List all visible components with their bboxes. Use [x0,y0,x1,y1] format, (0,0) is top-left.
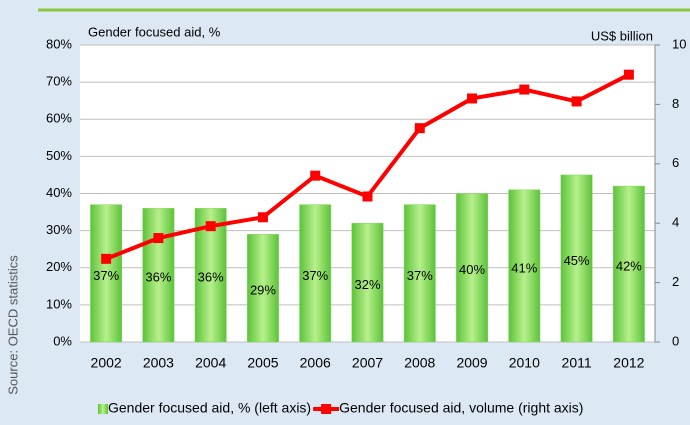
marker [414,123,425,134]
data-label: 45% [564,253,590,268]
bar [612,185,645,343]
bar [560,174,593,343]
bar [142,208,175,343]
y-tick-label: 60% [46,111,72,126]
marker [257,212,268,223]
bar [299,204,332,343]
y-tick-label: 40% [46,185,72,200]
bar [403,204,436,343]
y-tick-label: 80% [46,36,72,51]
marker [101,253,112,264]
y-tick-label: 70% [46,74,72,89]
y2-tick-label: 8 [672,96,679,111]
y2-tick-label: 0 [672,333,679,348]
data-label: 41% [511,260,537,275]
data-label: 37% [93,268,119,283]
legend-swatch [98,404,108,414]
marker [362,191,373,202]
x-tick-label: 2002 [91,355,122,371]
legend-label: Gender focused aid, % (left axis) [108,400,311,416]
y2-tick-label: 10 [672,36,686,51]
bar [247,234,279,343]
data-label: 37% [407,268,433,283]
marker [519,84,530,95]
y2-axis-title: US$ billion [591,28,653,43]
x-tick-label: 2005 [247,355,278,371]
data-label: 40% [459,262,485,277]
data-label: 36% [145,270,171,285]
x-tick-label: 2012 [613,355,644,371]
x-tick-label: 2008 [404,355,435,371]
y-tick-label: 50% [46,148,72,163]
x-tick-label: 2003 [143,355,174,371]
legend-label: Gender focused aid, volume (right axis) [339,400,583,416]
x-tick-label: 2004 [195,355,226,371]
legend-swatch [321,404,332,414]
marker [467,93,478,104]
data-label: 36% [198,270,224,285]
marker [571,96,582,107]
y2-tick-label: 6 [672,155,679,170]
x-tick-label: 2011 [562,355,592,371]
bar [351,222,384,343]
marker [153,233,164,244]
y2-tick-label: 4 [672,215,679,230]
x-tick-label: 2007 [352,355,383,371]
bar [456,193,488,343]
marker [205,221,216,232]
marker [310,170,321,181]
bar [508,189,541,343]
data-label: 29% [250,283,276,298]
x-tick-label: 2010 [509,355,540,371]
source-note: Source: OECD statistics [5,255,20,395]
y-tick-label: 10% [46,296,72,311]
marker [623,69,634,80]
y-axis-title: Gender focused aid, % [88,24,221,39]
y2-tick-label: 2 [672,274,679,289]
bar [90,204,123,343]
data-label: 32% [354,277,380,292]
y-tick-label: 20% [46,259,72,274]
y-tick-label: 30% [46,222,72,237]
x-tick-label: 2009 [456,355,487,371]
data-label: 37% [302,268,328,283]
y-tick-label: 0% [53,333,72,348]
data-label: 42% [616,258,642,273]
x-tick-label: 2006 [300,355,331,371]
